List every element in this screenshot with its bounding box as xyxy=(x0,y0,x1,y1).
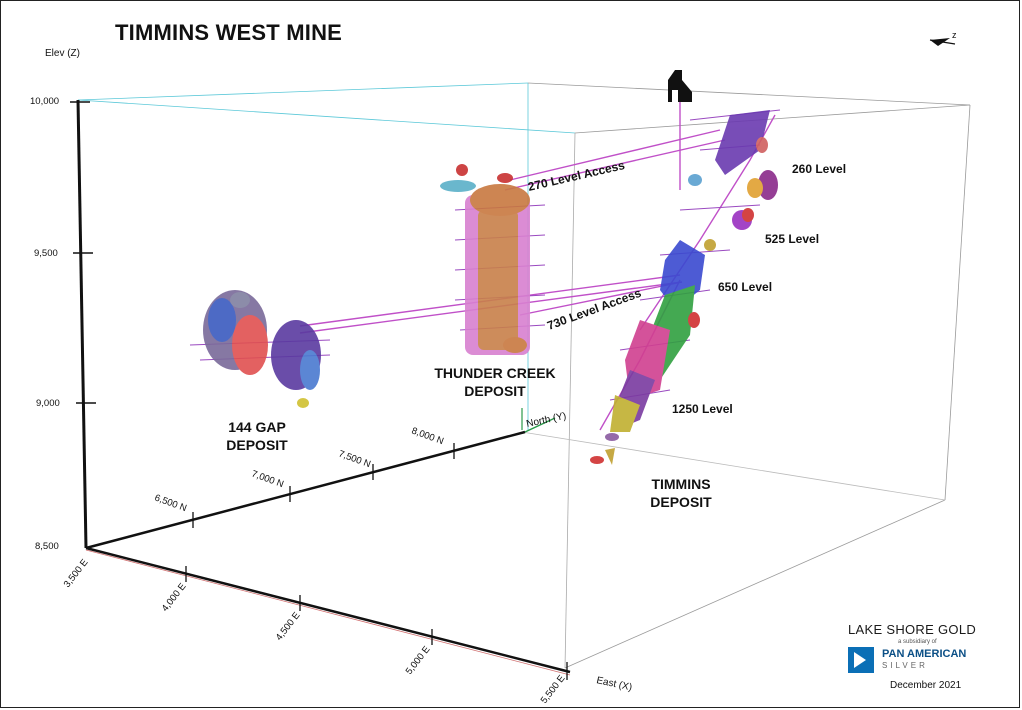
gap-deposit-orebodies xyxy=(203,290,321,408)
logo-company: LAKE SHORE GOLD xyxy=(848,622,977,637)
elev-tick-label: 8,500 xyxy=(35,541,59,552)
deposit-label-gap: DEPOSIT xyxy=(226,437,288,453)
elev-ticks xyxy=(70,101,96,404)
east-axis-label: East (X) xyxy=(595,675,633,693)
deposit-label-timmins: DEPOSIT xyxy=(650,494,712,510)
east-tick-label: 4,000 E xyxy=(160,581,189,614)
east-ticks xyxy=(185,566,568,680)
svg-text:z: z xyxy=(952,30,957,40)
east-tick-label: 5,000 E xyxy=(404,644,433,677)
east-tick-label: 3,500 E xyxy=(62,557,91,590)
elev-tick-label: 9,000 xyxy=(36,398,60,409)
elev-tick-label: 9,500 xyxy=(34,248,58,259)
level-label-1250: 1250 Level xyxy=(672,402,733,416)
north-tick-label: 7,500 N xyxy=(337,448,372,470)
thunder-creek-orebodies xyxy=(440,164,530,355)
level-label-525: 525 Level xyxy=(765,232,819,246)
timmins-deposit-orebodies xyxy=(590,110,778,465)
axes xyxy=(76,99,571,676)
headframe-icon xyxy=(668,70,692,102)
page-title: TIMMINS WEST MINE xyxy=(115,20,343,45)
bounding-box xyxy=(77,82,971,669)
date-label: December 2021 xyxy=(890,680,962,691)
north-arrow-icon: z xyxy=(929,30,957,46)
logo-subsidiary: a subsidiary of xyxy=(898,639,937,645)
level-label-650: 650 Level xyxy=(718,280,772,294)
access-label-730: 730 Level Access xyxy=(545,286,643,333)
level-label-260: 260 Level xyxy=(792,162,846,176)
logo-parent-line1: PAN AMERICAN xyxy=(882,648,967,660)
company-logo: LAKE SHORE GOLD a subsidiary of PAN AMER… xyxy=(848,622,978,673)
deposit-label-timmins: TIMMINS xyxy=(651,476,710,492)
east-tick-label: 4,500 E xyxy=(274,610,303,643)
pan-american-mark-icon xyxy=(848,647,874,673)
logo-parent-line2: SILVER xyxy=(882,661,928,670)
elev-axis-label: Elev (Z) xyxy=(45,48,80,59)
north-ticks xyxy=(192,443,455,528)
north-tick-label: 6,500 N xyxy=(153,492,188,514)
deposit-label-thunder: DEPOSIT xyxy=(464,383,526,399)
access-label-270: 270 Level Access xyxy=(527,158,627,194)
north-axis-label: North (Y) xyxy=(525,411,567,430)
north-tick-label: 7,000 N xyxy=(250,468,285,490)
deposit-label-thunder: THUNDER CREEK xyxy=(434,365,555,381)
deposit-label-gap: 144 GAP xyxy=(228,419,286,435)
north-tick-label: 8,000 N xyxy=(410,425,445,447)
elev-tick-label: 10,000 xyxy=(30,96,59,107)
east-tick-label: 5,500 E xyxy=(539,673,568,706)
